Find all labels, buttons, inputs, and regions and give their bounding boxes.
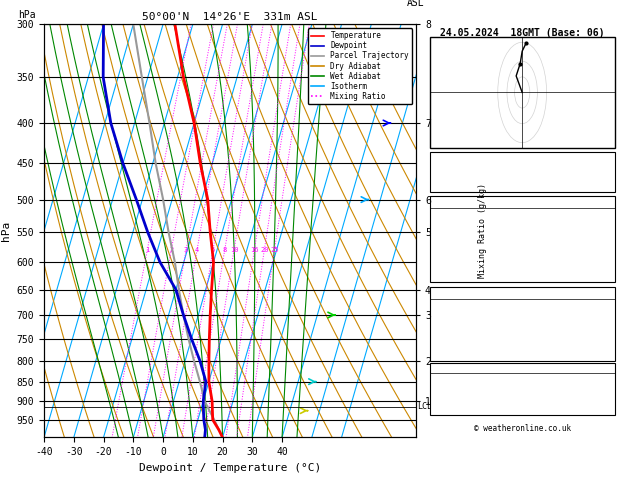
- Text: K: K: [436, 155, 441, 163]
- Bar: [430, 363, 615, 415]
- Text: Dewp (°C): Dewp (°C): [436, 222, 483, 231]
- Text: 13.5: 13.5: [589, 222, 611, 231]
- Text: StmSpd (kt): StmSpd (kt): [436, 405, 494, 414]
- Text: Lifted Index: Lifted Index: [436, 326, 499, 334]
- Text: Hodograph: Hodograph: [499, 364, 546, 373]
- X-axis label: Dewpoint / Temperature (°C): Dewpoint / Temperature (°C): [139, 463, 321, 473]
- Text: Surface: Surface: [504, 197, 540, 207]
- Text: 24.05.2024  18GMT (Base: 06): 24.05.2024 18GMT (Base: 06): [440, 29, 604, 38]
- Text: 2: 2: [169, 247, 174, 254]
- Legend: Temperature, Dewpoint, Parcel Trajectory, Dry Adiabat, Wet Adiabat, Isotherm, Mi: Temperature, Dewpoint, Parcel Trajectory…: [308, 28, 412, 104]
- Text: CAPE (J): CAPE (J): [436, 260, 478, 268]
- Text: EH: EH: [436, 374, 446, 383]
- Text: 321: 321: [595, 313, 611, 322]
- Text: 48: 48: [600, 168, 611, 176]
- Text: StmDir: StmDir: [436, 395, 467, 404]
- Text: 321: 321: [595, 235, 611, 243]
- Text: 0: 0: [605, 272, 611, 281]
- Text: 17: 17: [600, 384, 611, 393]
- Text: 27: 27: [600, 155, 611, 163]
- Text: -2: -2: [600, 326, 611, 334]
- Bar: [430, 37, 615, 148]
- Text: Mixing Ratio (g/kg): Mixing Ratio (g/kg): [479, 183, 487, 278]
- Text: Most Unstable: Most Unstable: [488, 288, 556, 297]
- Text: CIN (J): CIN (J): [436, 350, 472, 359]
- Text: 25: 25: [270, 247, 279, 254]
- Bar: [430, 287, 615, 361]
- Text: 10: 10: [230, 247, 238, 254]
- Text: 3: 3: [184, 247, 188, 254]
- Text: Totals Totals: Totals Totals: [436, 168, 504, 176]
- Text: 0: 0: [605, 350, 611, 359]
- Text: 978: 978: [595, 301, 611, 310]
- Text: 179°: 179°: [589, 395, 611, 404]
- Text: CIN (J): CIN (J): [436, 272, 472, 281]
- Y-axis label: hPa: hPa: [1, 221, 11, 241]
- Text: 766: 766: [595, 260, 611, 268]
- Text: θᵉ(K): θᵉ(K): [436, 235, 462, 243]
- Text: 4: 4: [195, 247, 199, 254]
- Text: 766: 766: [595, 338, 611, 347]
- Text: 2.32: 2.32: [589, 181, 611, 190]
- Text: © weatheronline.co.uk: © weatheronline.co.uk: [474, 424, 571, 434]
- Text: km
ASL: km ASL: [407, 0, 425, 8]
- Text: Pressure (mb): Pressure (mb): [436, 301, 504, 310]
- Text: CAPE (J): CAPE (J): [436, 338, 478, 347]
- Text: PW (cm): PW (cm): [436, 181, 472, 190]
- Text: Temp (°C): Temp (°C): [436, 210, 483, 219]
- Text: kt: kt: [434, 41, 443, 50]
- Text: 30: 30: [600, 374, 611, 383]
- Text: 18: 18: [600, 210, 611, 219]
- Text: 16: 16: [250, 247, 259, 254]
- Bar: [430, 196, 615, 282]
- Text: Lifted Index: Lifted Index: [436, 247, 499, 256]
- Text: 6: 6: [211, 247, 215, 254]
- Text: SREH: SREH: [436, 384, 457, 393]
- Text: 1: 1: [145, 247, 149, 254]
- Text: -2: -2: [600, 247, 611, 256]
- Bar: [430, 153, 615, 191]
- Text: 20: 20: [260, 247, 269, 254]
- Text: hPa: hPa: [18, 10, 36, 20]
- Text: LCL: LCL: [416, 402, 431, 412]
- Text: 14: 14: [600, 405, 611, 414]
- Title: 50°00'N  14°26'E  331m ASL: 50°00'N 14°26'E 331m ASL: [142, 12, 318, 22]
- Text: θᵉ (K): θᵉ (K): [436, 313, 467, 322]
- Text: 8: 8: [223, 247, 226, 254]
